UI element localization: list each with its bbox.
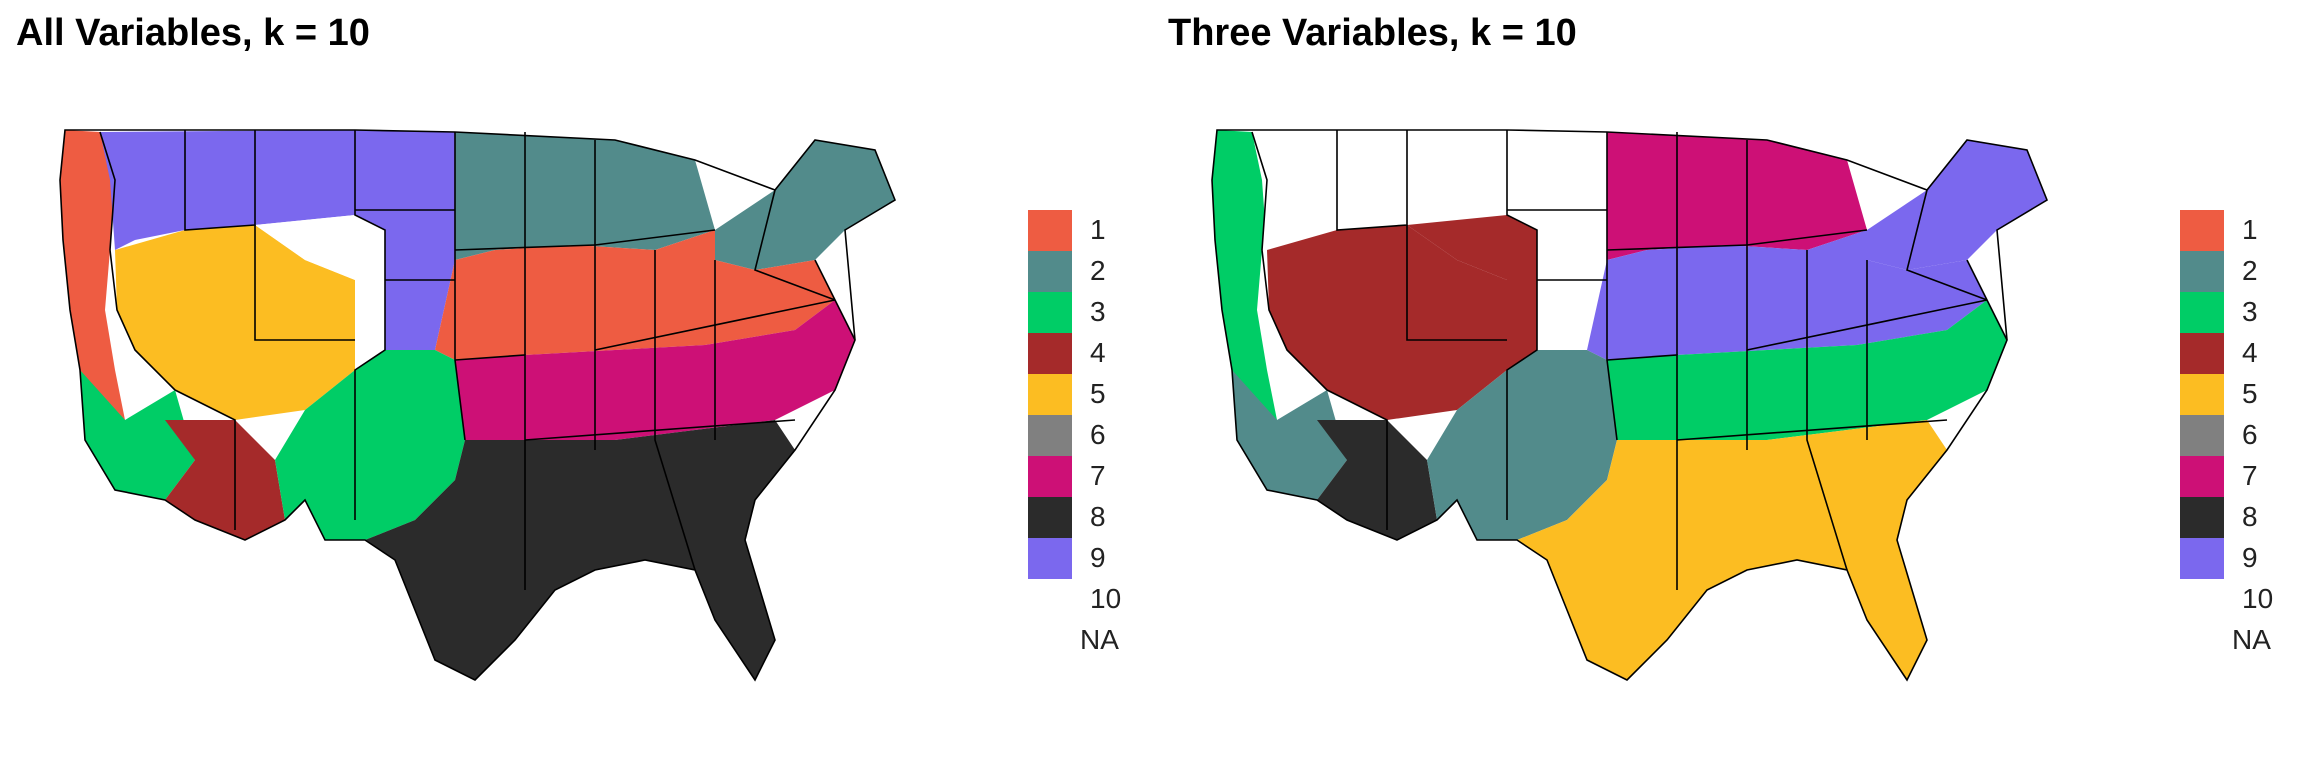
region-corn-belt: [1587, 230, 1987, 360]
legend-label: 4: [2242, 337, 2258, 368]
region-wyoming-highlands: [1407, 215, 1537, 370]
legend-item: 6: [2180, 415, 2300, 456]
map-panel-three-variables: Three Variables, k = 10: [1152, 0, 2304, 768]
legend-item: 2: [2180, 251, 2300, 292]
legend-item: 4: [2180, 333, 2300, 374]
legend-item: 6: [1028, 415, 1148, 456]
region-southern-california: [80, 370, 195, 500]
region-desert-southwest: [165, 420, 285, 540]
legend-label: 1: [1090, 214, 1106, 245]
legend-label: 8: [2242, 501, 2258, 532]
legend-swatch: [2180, 210, 2224, 251]
legend-swatch: [2180, 538, 2224, 579]
legend-label: 10: [2242, 583, 2274, 614]
legend-label: 9: [1090, 542, 1106, 573]
region-great-basin: [115, 225, 355, 420]
legend-label: 10: [1090, 583, 1122, 614]
legend-label: 3: [2242, 296, 2258, 327]
legend-swatch: [1028, 497, 1072, 538]
legend-label: 2: [2242, 255, 2258, 286]
legend-item: 10: [2180, 579, 2300, 620]
map-title: All Variables, k = 10: [16, 12, 370, 54]
map-legend: 1 2 3 4 5 6 7 8 9 10 NA: [2180, 210, 2300, 661]
legend-item: 7: [2180, 456, 2300, 497]
legend-label: 6: [1090, 419, 1106, 450]
legend-na-label: NA: [1080, 624, 1119, 655]
state-boundaries: [59, 129, 896, 682]
region-new-england: [715, 140, 895, 270]
region-texas-plains: [1427, 350, 1617, 540]
legend-item: 5: [1028, 374, 1148, 415]
map-panel-all-variables: All Variables, k = 10: [16, 12, 1148, 682]
legend-item: 1: [1028, 210, 1148, 251]
legend-item: 8: [1028, 497, 1148, 538]
legend-item: 3: [2180, 292, 2300, 333]
legend-item-na: NA: [2180, 620, 2300, 661]
region-northern-plains: [355, 130, 455, 350]
legend-label: 5: [2242, 378, 2258, 409]
legend-swatch: [1028, 579, 1072, 620]
region-northern-rockies: [1252, 130, 1507, 250]
legend-label: 4: [1090, 337, 1106, 368]
legend-item: 4: [1028, 333, 1148, 374]
legend-item: 9: [2180, 538, 2300, 579]
region-great-basin: [1267, 225, 1507, 420]
legend-swatch: [1028, 210, 1072, 251]
legend-swatch: [1028, 333, 1072, 374]
region-southern-california: [1232, 370, 1347, 500]
legend-swatch: [2180, 579, 2224, 620]
us-cluster-map: [1211, 129, 2048, 682]
legend-item: 9: [1028, 538, 1148, 579]
map-title: Three Variables, k = 10: [1168, 12, 1577, 54]
legend-na-label: NA: [2232, 624, 2271, 655]
legend-item: 7: [1028, 456, 1148, 497]
us-cluster-map: [59, 129, 896, 682]
legend-swatch: [2180, 251, 2224, 292]
legend-swatch: [1028, 292, 1072, 333]
region-desert-southwest: [1317, 420, 1437, 540]
legend-label: 6: [2242, 419, 2258, 450]
region-gulf-coast: [1517, 420, 1947, 680]
legend-label: 7: [2242, 460, 2258, 491]
legend-item: 5: [2180, 374, 2300, 415]
region-new-england: [1867, 140, 2047, 270]
legend-swatch: [1028, 251, 1072, 292]
legend-item-na: NA: [1028, 620, 1148, 661]
legend-swatch: [1028, 538, 1072, 579]
legend-label: 2: [1090, 255, 1106, 286]
state-boundaries: [1211, 129, 2048, 682]
legend-swatch: [2180, 292, 2224, 333]
legend-swatch: [2180, 497, 2224, 538]
legend-item: 3: [1028, 292, 1148, 333]
legend-swatch: [2180, 456, 2224, 497]
region-upper-midwest: [455, 132, 715, 260]
region-corn-belt: [435, 230, 835, 360]
region-texas-plains: [275, 350, 465, 540]
legend-label: 7: [1090, 460, 1106, 491]
region-northern-rockies: [100, 130, 355, 250]
map-legend: 1 2 3 4 5 6 7 8 9 10 NA: [1028, 210, 1148, 661]
legend-label: 5: [1090, 378, 1106, 409]
legend-item: 8: [2180, 497, 2300, 538]
region-northern-plains: [1507, 130, 1607, 350]
legend-swatch: [2180, 415, 2224, 456]
legend-item: 1: [2180, 210, 2300, 251]
legend-label: 3: [1090, 296, 1106, 327]
legend-swatch: [1028, 456, 1072, 497]
legend-swatch: [1028, 415, 1072, 456]
legend-swatch: [2180, 374, 2224, 415]
region-upper-midwest: [1607, 132, 1867, 260]
legend-swatch: [2180, 333, 2224, 374]
region-wyoming-highlands: [255, 215, 385, 370]
legend-label: 8: [1090, 501, 1106, 532]
legend-item: 2: [1028, 251, 1148, 292]
region-gulf-coast: [365, 420, 795, 680]
legend-label: 9: [2242, 542, 2258, 573]
legend-swatch: [1028, 374, 1072, 415]
legend-item: 10: [1028, 579, 1148, 620]
legend-label: 1: [2242, 214, 2258, 245]
